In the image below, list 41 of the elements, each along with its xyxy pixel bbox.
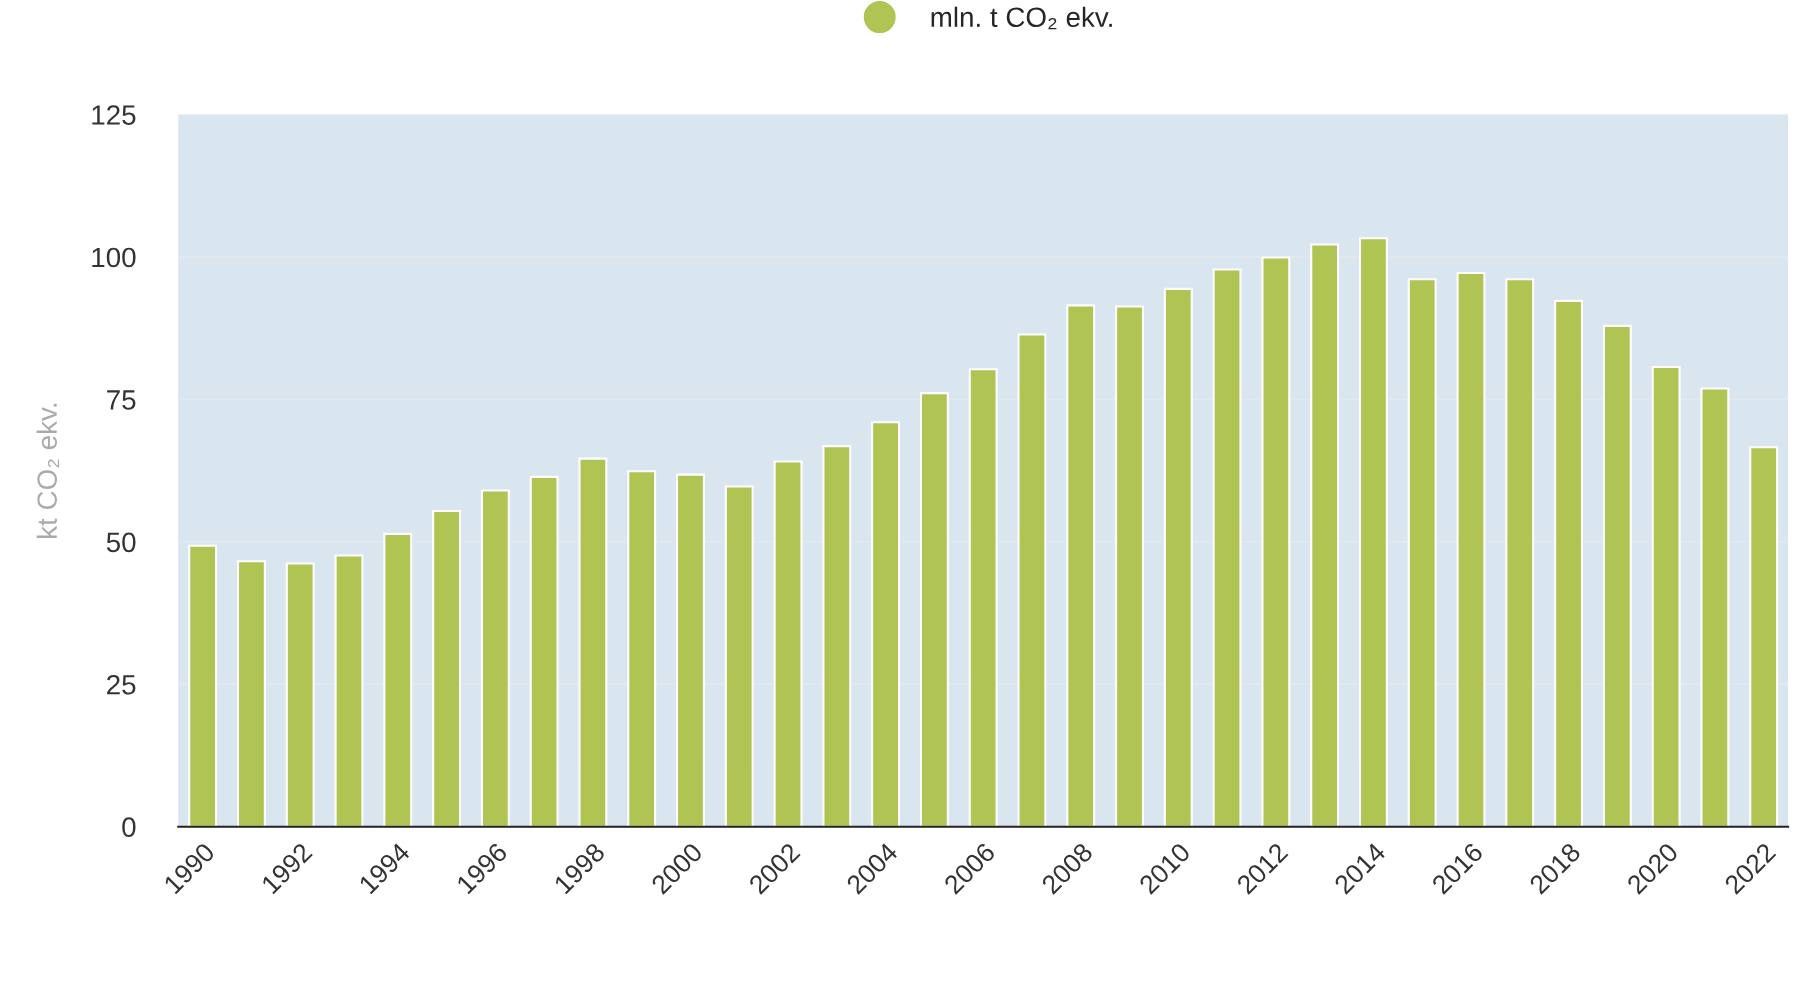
bar: [1505, 278, 1535, 827]
bar: [383, 532, 413, 827]
bar: [1212, 268, 1242, 827]
bar: [676, 473, 705, 827]
bar: [822, 445, 852, 827]
bar: [724, 485, 754, 827]
y-tick-label: 75: [107, 390, 136, 410]
bar: [480, 489, 510, 827]
bar: [1163, 287, 1193, 827]
bar: [529, 475, 559, 827]
bar: [432, 510, 462, 827]
y-tick-label: 100: [92, 247, 136, 268]
y-tick-label: 125: [92, 105, 136, 125]
bar: [1261, 256, 1291, 827]
bar: [578, 457, 608, 827]
y-axis-title: kt CO₂ ekv.: [36, 403, 60, 538]
bar: [1554, 299, 1584, 827]
y-tick-label: 0: [122, 817, 136, 838]
bar: [968, 368, 998, 827]
bar: [188, 544, 218, 827]
bar: [285, 562, 315, 827]
bar: [919, 392, 949, 827]
bar: [334, 554, 364, 827]
bar: [236, 560, 266, 827]
bar: [627, 470, 657, 827]
bar: [1700, 387, 1730, 827]
bar: [1407, 278, 1437, 827]
bar: [1749, 446, 1779, 827]
y-tick-label: 50: [106, 532, 136, 553]
bar: [1456, 271, 1486, 827]
bar: [773, 460, 803, 827]
bar: [1017, 333, 1047, 827]
bar: [1651, 365, 1681, 827]
bar: [1115, 305, 1144, 827]
bar: [871, 421, 901, 827]
bar: [1310, 243, 1340, 827]
bar: [1602, 324, 1632, 827]
legend-label: mln. t CO₂ ekv.: [931, 6, 1112, 30]
bar: [1358, 237, 1388, 827]
y-tick-label: 25: [107, 674, 136, 695]
bar: [1066, 304, 1096, 827]
